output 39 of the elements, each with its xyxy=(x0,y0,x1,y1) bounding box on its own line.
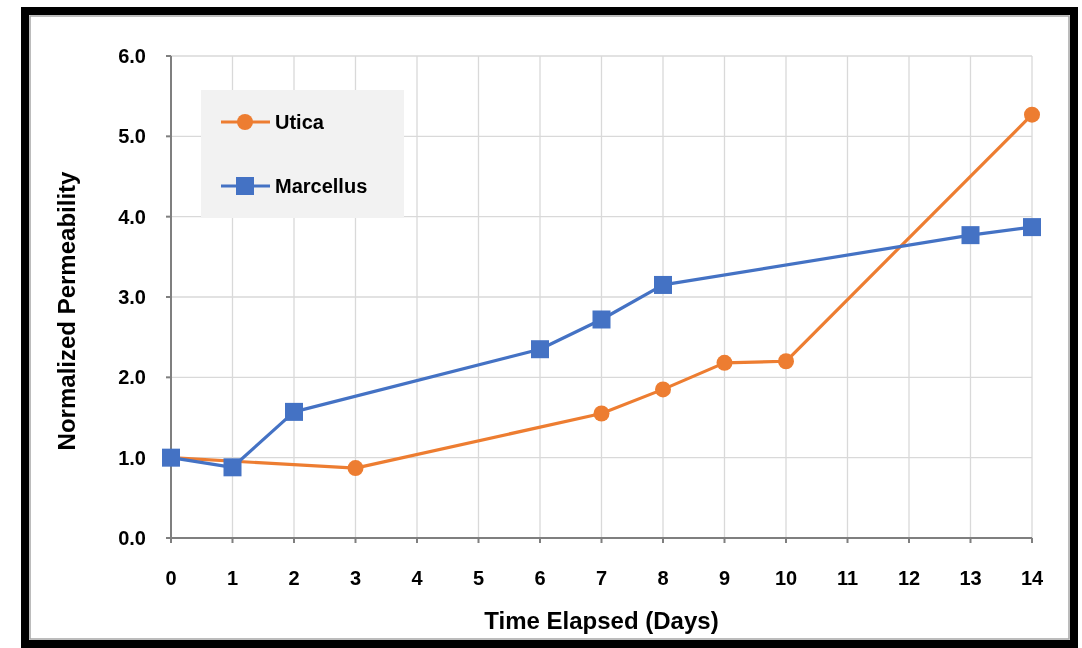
x-tick-label: 13 xyxy=(959,567,982,589)
x-tick-label: 14 xyxy=(1020,567,1044,589)
point xyxy=(592,310,611,329)
y-tick-label: 2.0 xyxy=(118,366,146,389)
y-tick-label: 3.0 xyxy=(118,286,146,308)
point xyxy=(1024,106,1040,123)
point xyxy=(654,275,672,294)
point xyxy=(223,458,242,477)
x-tick-label: 10 xyxy=(774,567,798,589)
point xyxy=(961,226,980,245)
x-tick-label: 9 xyxy=(718,567,731,589)
x-tick-label: 7 xyxy=(595,567,608,589)
point xyxy=(347,460,364,477)
x-tick-label: 8 xyxy=(657,567,669,589)
point xyxy=(593,405,610,422)
x-tick-label: 5 xyxy=(472,567,485,589)
point xyxy=(778,353,794,370)
x-tick-label: 12 xyxy=(897,567,921,589)
legend-label: Utica xyxy=(275,111,325,133)
y-tick-label: 5.0 xyxy=(118,125,146,148)
legend-label: Marcellus xyxy=(275,175,368,197)
y-tick-label: 0.0 xyxy=(118,527,146,549)
x-tick-label: 3 xyxy=(349,567,362,589)
y-tick-label: 6.0 xyxy=(118,45,146,67)
y-axis-title: Normalized Permeability xyxy=(53,170,81,451)
y-tick-label: 1.0 xyxy=(118,446,146,469)
y-tick-label: 4.0 xyxy=(118,205,146,228)
x-tick-label: 6 xyxy=(534,567,546,589)
x-tick-label: 11 xyxy=(836,567,859,589)
x-tick-label: 1 xyxy=(226,567,239,589)
x-tick-label: 0 xyxy=(165,567,177,589)
point xyxy=(531,340,549,359)
x-tick-label: 4 xyxy=(411,567,424,589)
point xyxy=(655,381,671,398)
x-axis-title: Time Elapsed (Days) xyxy=(484,607,719,635)
point xyxy=(285,402,303,421)
point xyxy=(716,354,733,371)
point xyxy=(1023,218,1041,237)
x-tick-label: 2 xyxy=(288,567,300,589)
